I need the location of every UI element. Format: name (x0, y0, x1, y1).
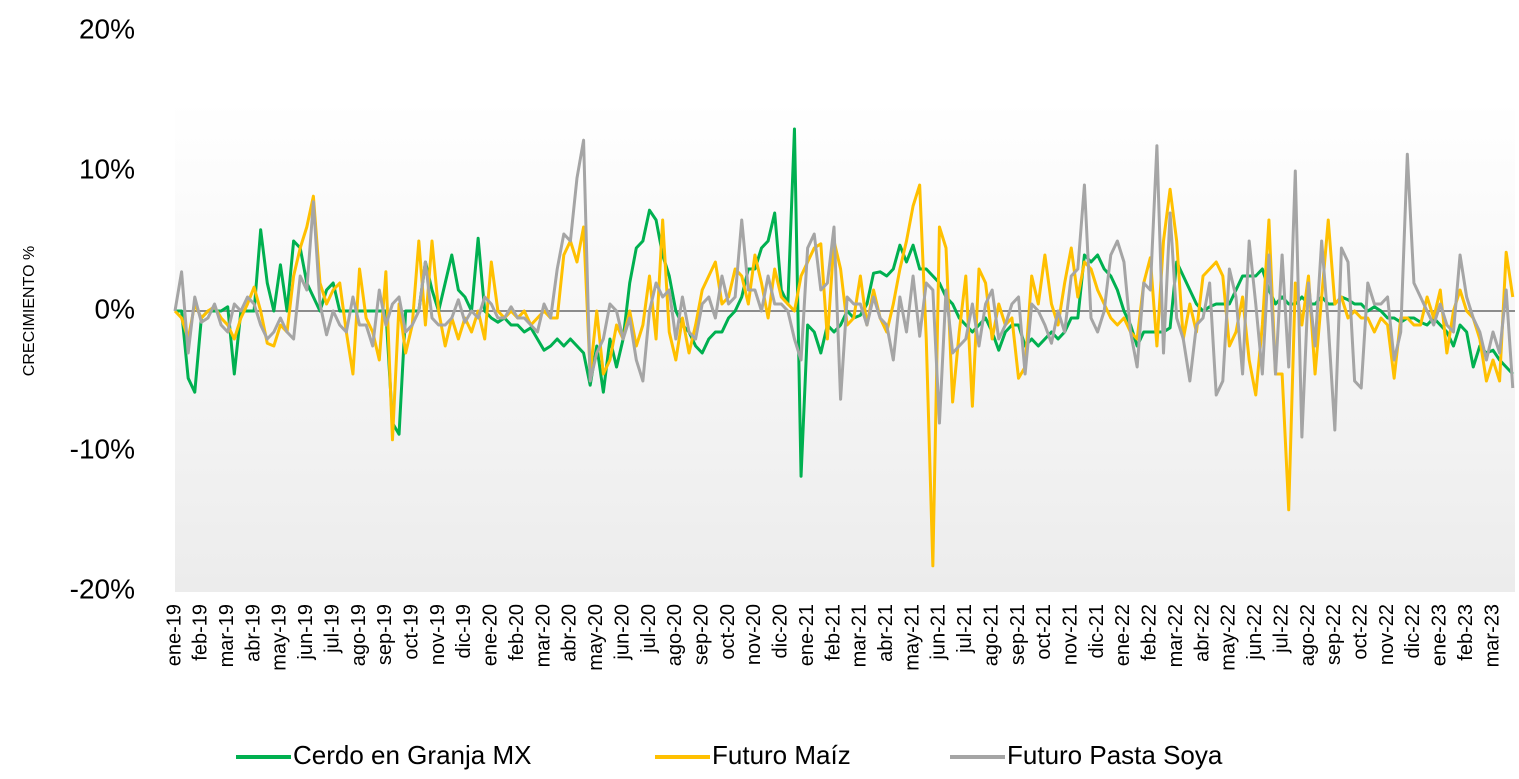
x-tick-label: abr-20 (559, 604, 581, 662)
x-tick-label: sep-22 (1323, 604, 1345, 665)
x-tick-label: oct-22 (1349, 604, 1371, 660)
x-tick-label: jul-20 (638, 604, 660, 654)
x-tick-label: jul-19 (321, 604, 343, 654)
x-tick-label: jun-21 (928, 604, 950, 661)
y-tick-label: -20% (70, 573, 135, 604)
y-tick-label: -10% (70, 433, 135, 464)
x-tick-label: nov-19 (427, 604, 449, 665)
x-tick-label: ene-22 (1112, 604, 1134, 666)
x-tick-label: may-19 (269, 604, 291, 671)
x-tick-label: jul-21 (954, 604, 976, 654)
y-tick-label: 20% (79, 13, 135, 44)
legend-label: Cerdo en Granja MX (293, 740, 531, 770)
x-tick-label: jul-22 (1270, 604, 1292, 654)
x-tick-label: dic-20 (770, 604, 792, 658)
x-tick-label: nov-22 (1376, 604, 1398, 665)
x-tick-label: feb-21 (822, 604, 844, 661)
x-tick-label: may-21 (901, 604, 923, 671)
y-tick-label: 10% (79, 153, 135, 184)
x-tick-label: feb-20 (506, 604, 528, 661)
x-tick-label: ago-21 (980, 604, 1002, 666)
series-line (173, 138, 1515, 439)
x-tick-label: ene-23 (1429, 604, 1451, 666)
x-tick-label: jun-22 (1244, 604, 1266, 661)
x-tick-label: feb-22 (1139, 604, 1161, 661)
x-tick-label: jun-19 (295, 604, 317, 661)
x-tick-label: dic-21 (1086, 604, 1108, 658)
x-tick-label: nov-21 (1060, 604, 1082, 665)
x-tick-label: ene-19 (163, 604, 185, 666)
x-tick-label: sep-19 (374, 604, 396, 665)
x-tick-label: feb-19 (190, 604, 212, 661)
x-tick-label: jun-20 (611, 604, 633, 661)
x-tick-label: nov-20 (743, 604, 765, 665)
x-tick-label: oct-20 (717, 604, 739, 660)
legend-label: Futuro Maíz (712, 740, 851, 770)
x-tick-label: ene-21 (796, 604, 818, 666)
x-tick-label: ago-20 (664, 604, 686, 666)
x-tick-label: dic-19 (453, 604, 475, 658)
x-tick-label: ago-22 (1297, 604, 1319, 666)
x-tick-label: mar-19 (216, 604, 238, 667)
x-tick-label: may-22 (1218, 604, 1240, 671)
x-tick-label: ago-19 (348, 604, 370, 666)
x-tick-label: sep-21 (1007, 604, 1029, 665)
x-tick-label: abr-22 (1191, 604, 1213, 662)
x-tick-label: may-20 (585, 604, 607, 671)
x-tick-label: abr-21 (875, 604, 897, 662)
x-tick-label: oct-19 (401, 604, 423, 660)
x-tick-label: abr-19 (242, 604, 264, 662)
x-tick-label: oct-21 (1033, 604, 1055, 660)
y-tick-label: 0% (95, 293, 135, 324)
x-tick-label: mar-21 (849, 604, 871, 667)
x-tick-label: mar-20 (532, 604, 554, 667)
x-tick-label: mar-22 (1165, 604, 1187, 667)
y-axis-title: CRECIMIENTO % (21, 246, 38, 376)
x-tick-label: feb-23 (1455, 604, 1477, 661)
x-tick-label: ene-20 (480, 604, 502, 666)
x-tick-label: dic-22 (1402, 604, 1424, 658)
x-tick-label: sep-20 (690, 604, 712, 665)
x-tick-label: mar-23 (1481, 604, 1503, 667)
series-line (173, 183, 1515, 568)
legend-label: Futuro Pasta Soya (1007, 740, 1223, 770)
